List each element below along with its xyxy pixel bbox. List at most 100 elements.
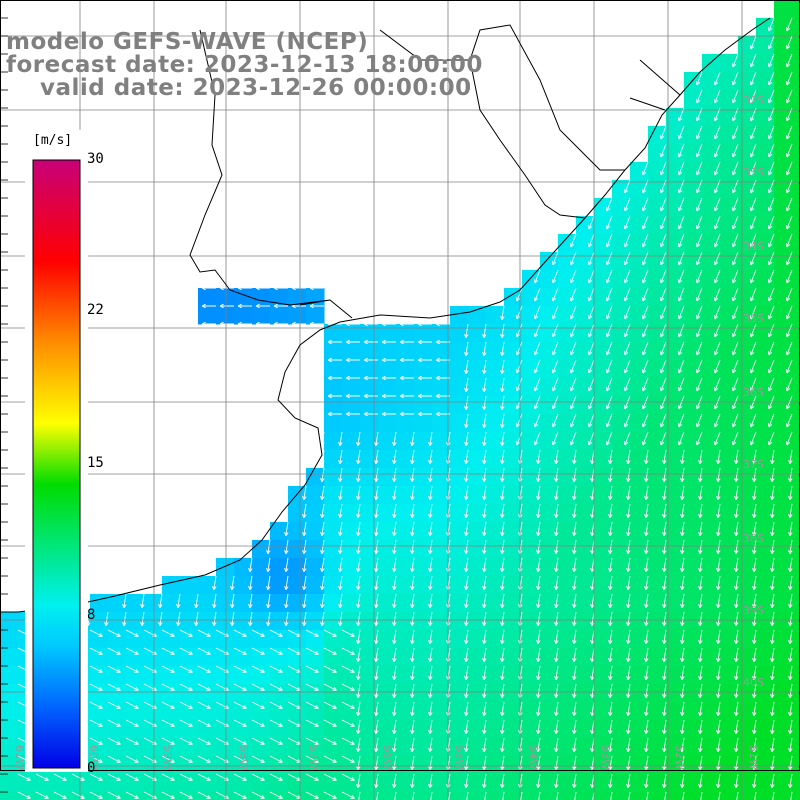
field-cell [612,684,631,703]
wind-arrow [197,701,211,709]
field-cell [576,432,595,451]
wind-arrow [251,791,265,799]
wind-arrow [464,485,469,501]
wind-arrow [392,557,397,573]
wind-arrow [682,791,685,800]
wind-arrow [788,449,793,465]
field-cell [594,216,613,235]
wind-arrow [320,593,325,609]
field-cell [306,540,325,559]
field-cell [576,270,595,289]
wind-arrow [642,341,649,356]
wind-arrow [770,593,775,609]
field-cell [576,522,595,541]
colorbar-tick-22: 22 [87,302,104,318]
field-cell [720,612,739,631]
wind-arrow [323,629,337,637]
wind-arrow [356,539,361,555]
field-cell [684,396,703,415]
wind-arrow [768,17,775,32]
field-cell [504,612,523,631]
wind-arrow [251,773,265,781]
field-cell [594,378,613,397]
field-cell [648,576,667,595]
wind-arrow [464,755,469,771]
field-cell [720,180,739,199]
field-cell [558,468,577,487]
field-cell [180,720,199,739]
field-cell [486,738,505,757]
field-cell [432,720,451,739]
wind-arrow [410,611,415,627]
wind-arrow [732,197,739,212]
wind-arrow [284,575,289,591]
wind-arrow [392,449,397,465]
lon-label: 54W [527,745,540,770]
field-cell [468,486,487,505]
field-cell [576,216,595,235]
field-cell [702,774,721,793]
wind-arrow [570,341,577,356]
wind-arrow [680,773,685,789]
field-cell [540,774,559,793]
wind-arrow [410,467,415,483]
field-cell [468,774,487,793]
wind-arrow [732,143,739,158]
wind-arrow [734,575,739,591]
field-cell [414,702,433,721]
wind-arrow [464,683,469,699]
wind-arrow [536,719,541,735]
wind-arrow [570,323,577,338]
field-cell [756,414,775,433]
field-cell [594,594,613,613]
wind-arrow [273,321,288,327]
field-cell [720,306,739,325]
field-cell [216,792,235,800]
field-cell [594,450,613,469]
wind-arrow [554,773,559,789]
wind-arrow [516,377,523,392]
field-cell [720,630,739,649]
field-cell [450,360,469,379]
field-cell [630,774,649,793]
wind-arrow [734,683,739,699]
wind-arrow [698,503,703,519]
field-cell [396,450,415,469]
wind-arrow [768,89,775,104]
field-cell [684,774,703,793]
wind-arrow [570,305,577,320]
wind-arrow [248,593,253,609]
wind-arrow [464,413,469,429]
field-cell [324,468,343,487]
field-cell [396,504,415,523]
field-cell [306,612,325,631]
field-cell [756,198,775,217]
wind-arrow [678,143,685,158]
field-cell [486,702,505,721]
wind-arrow [554,449,559,465]
field-cell [774,756,793,775]
field-cell [594,234,613,253]
field-cell [90,648,109,667]
field-cell [738,270,757,289]
field-cell [18,774,37,793]
wind-arrow [302,557,307,573]
wind-arrow [588,305,595,320]
wind-arrow [646,791,649,800]
wind-arrow [212,593,217,609]
field-cell [270,612,289,631]
wind-arrow [500,359,505,375]
wind-arrow [770,611,775,627]
field-cell [540,324,559,343]
field-cell [486,486,505,505]
field-cell [306,756,325,775]
wind-arrow [161,791,175,799]
field-cell [630,216,649,235]
wind-arrow [644,467,649,483]
wind-arrow [552,287,559,302]
field-cell [378,648,397,667]
wind-arrow [678,341,685,356]
wind-arrow [788,701,793,717]
wind-arrow [572,575,577,591]
wind-arrow [750,143,757,158]
